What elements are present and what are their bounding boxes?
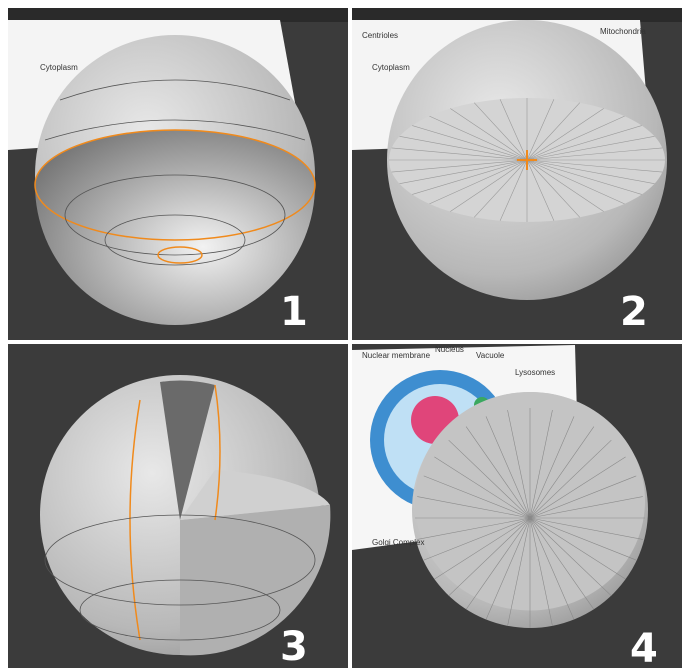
mesh-edge bbox=[473, 102, 528, 161]
label: Nucleus bbox=[435, 345, 464, 354]
mesh-edge bbox=[526, 108, 604, 161]
panel-number: 2 bbox=[620, 289, 648, 335]
mesh-edge bbox=[526, 102, 581, 161]
mesh-edge bbox=[526, 99, 555, 161]
panel-3: 3 bbox=[8, 344, 348, 670]
mesh-edge bbox=[529, 496, 643, 519]
label: Golgi Complex bbox=[372, 538, 424, 547]
mesh-edge bbox=[423, 475, 531, 519]
mesh-edge bbox=[391, 147, 528, 161]
mesh-lines bbox=[389, 98, 665, 222]
mesh-edge bbox=[448, 517, 531, 596]
mesh-edge bbox=[529, 517, 643, 540]
mesh-edge bbox=[529, 456, 626, 519]
mesh-edge bbox=[417, 496, 531, 519]
mesh-edge bbox=[507, 517, 531, 626]
mesh-edge bbox=[412, 125, 528, 161]
mesh-edge bbox=[465, 517, 531, 610]
mesh-edge bbox=[529, 426, 595, 519]
panel-4: Nuclear membrane Nucleus Vacuole Lysosom… bbox=[352, 344, 682, 671]
mesh-edge bbox=[412, 159, 528, 195]
mesh-edge bbox=[526, 159, 604, 212]
label: Nuclear membrane bbox=[362, 351, 431, 360]
label: Centrioles bbox=[362, 31, 398, 40]
mesh-edge bbox=[526, 115, 625, 161]
mesh-edge bbox=[434, 517, 531, 580]
mesh-edge bbox=[499, 99, 528, 161]
label: Lysosomes bbox=[515, 368, 555, 377]
mesh-edge bbox=[526, 159, 625, 205]
mesh-edge bbox=[526, 125, 642, 161]
mesh-lines bbox=[415, 408, 645, 628]
panel-number: 1 bbox=[280, 289, 308, 335]
mesh-edge bbox=[499, 159, 528, 221]
mesh-edge bbox=[529, 475, 637, 519]
mesh-edge bbox=[450, 159, 528, 212]
mesh-edge bbox=[450, 108, 528, 161]
mesh-edge bbox=[485, 517, 531, 620]
mesh-edge bbox=[529, 517, 553, 626]
mesh-edge bbox=[529, 517, 612, 596]
label: Vacuole bbox=[476, 351, 505, 360]
label: Cytoplasm bbox=[372, 63, 410, 72]
panel-1: Cytoplasm 1 bbox=[8, 8, 348, 340]
panel-number: 4 bbox=[630, 626, 658, 671]
mesh-edge bbox=[526, 135, 655, 161]
mesh-edge bbox=[423, 517, 531, 561]
panel-number: 3 bbox=[280, 624, 308, 670]
mesh-edge bbox=[485, 416, 531, 519]
mesh-edge bbox=[526, 159, 642, 195]
mesh-edge bbox=[529, 416, 575, 519]
label: Cytoplasm bbox=[40, 63, 78, 72]
mesh-edge bbox=[526, 159, 581, 218]
panel-2: Centrioles Cytoplasm Mitochondria 2 bbox=[352, 8, 682, 340]
mesh-edge bbox=[429, 159, 528, 205]
mesh-edge bbox=[434, 456, 531, 519]
mesh-edge bbox=[526, 159, 655, 185]
mesh-edge bbox=[529, 517, 575, 620]
label: Mitochondria bbox=[600, 27, 646, 36]
mesh-edge bbox=[529, 517, 637, 561]
mesh-edge bbox=[417, 517, 531, 540]
mesh-edge bbox=[391, 159, 528, 173]
mesh-edge bbox=[399, 159, 528, 185]
mesh-edge bbox=[529, 440, 612, 519]
mesh-edge bbox=[429, 115, 528, 161]
mesh-edge bbox=[526, 147, 663, 161]
mesh-edge bbox=[529, 517, 626, 580]
mesh-edge bbox=[507, 410, 531, 519]
mesh-edge bbox=[526, 159, 555, 221]
mesh-edge bbox=[529, 517, 595, 610]
mesh-edge bbox=[529, 410, 553, 519]
mesh-edge bbox=[526, 159, 663, 173]
mesh-edge bbox=[399, 135, 528, 161]
mesh-edge bbox=[448, 440, 531, 519]
mesh-edge bbox=[473, 159, 528, 218]
mesh-edge bbox=[465, 426, 531, 519]
